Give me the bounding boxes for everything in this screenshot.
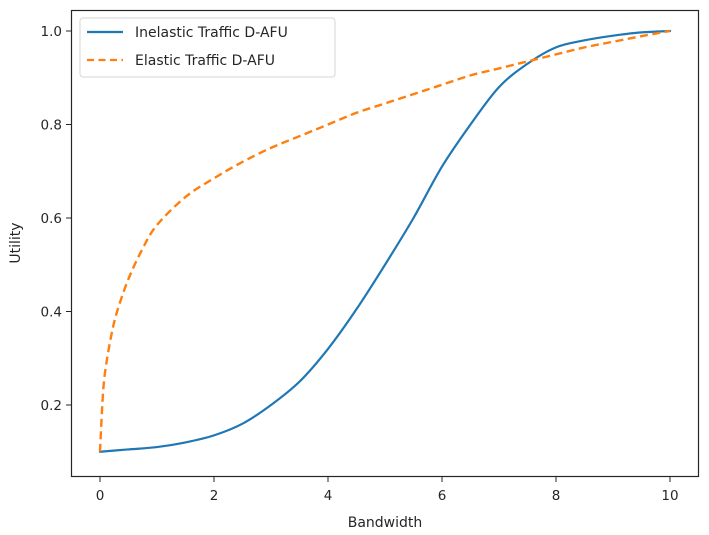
- plot-area: 0 2 4 6 8 10 0.2 0.4 0.6 0.8 1.0 Bandwidth Utilit…: [8, 9, 700, 531]
- x-tick-label: 2: [210, 488, 219, 504]
- legend-box: [79, 17, 336, 78]
- legend: Inelastic Traffic D-AFU Elastic Traffic …: [79, 17, 336, 78]
- legend-label-inelastic: Inelastic Traffic D-AFU: [135, 25, 288, 41]
- x-axis: 0 2 4 6 8 10: [96, 477, 679, 504]
- y-tick-label: 0.6: [41, 211, 62, 227]
- x-tick-label: 6: [438, 488, 447, 504]
- legend-label-elastic: Elastic Traffic D-AFU: [135, 53, 275, 69]
- axes-frame: [70, 9, 700, 478]
- x-tick-label: 4: [324, 488, 333, 504]
- elastic-traffic-line: [98, 29, 671, 452]
- x-axis-label: Bandwidth: [348, 515, 423, 531]
- inelastic-traffic-line: [98, 29, 672, 453]
- y-axis-label: Utility: [8, 222, 24, 263]
- y-tick-label: 0.2: [41, 398, 62, 414]
- series-layer: [98, 29, 672, 453]
- y-axis: 0.2 0.4 0.6 0.8 1.0: [41, 24, 72, 414]
- y-tick-label: 0.4: [41, 305, 62, 321]
- x-tick-label: 0: [96, 488, 105, 504]
- y-tick-label: 0.8: [41, 118, 62, 134]
- x-tick-label: 10: [661, 488, 678, 504]
- y-tick-label: 1.0: [41, 24, 62, 40]
- x-tick-label: 8: [552, 488, 561, 504]
